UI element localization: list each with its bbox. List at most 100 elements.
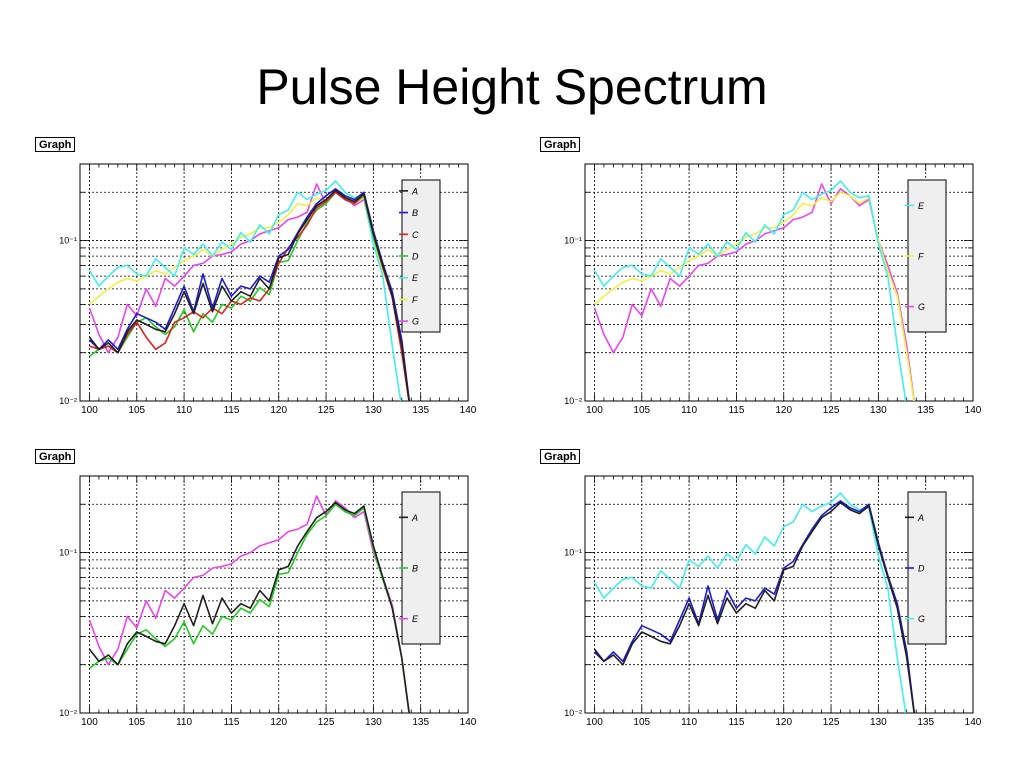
series-line-E: [593, 180, 907, 401]
x-tick-label: 125: [318, 717, 335, 728]
x-tick-label: 125: [823, 717, 840, 728]
legend-box: [907, 179, 947, 333]
y-tick-label: 10⁻²: [564, 396, 582, 406]
legend-label: G: [918, 302, 925, 312]
x-tick-label: 110: [681, 717, 697, 728]
legend-label: D: [918, 564, 925, 574]
x-tick-label: 125: [823, 405, 840, 416]
grid-lines: [585, 164, 974, 401]
x-tick-label: 100: [586, 405, 603, 416]
chart-panel-3: Graph 100 105 110 115 120 125 130 135 140 10⁻² 10⁻…: [35, 449, 485, 749]
legend-label: B: [412, 564, 418, 574]
series-group: [88, 495, 410, 713]
legend-label: E: [412, 614, 419, 624]
x-tick-label: 140: [965, 405, 982, 416]
plot-frame: [584, 163, 974, 402]
legend-box: [401, 179, 441, 333]
chart-svg-2: 100 105 110 115 120 125 130 135 140 10⁻² 10⁻¹ E F G: [564, 163, 982, 416]
chart-svg-4: 100 105 110 115 120 125 130 135 140 10⁻² 10⁻¹ A D G: [564, 475, 982, 728]
x-tick-label: 140: [965, 717, 982, 728]
graph-tag: Graph: [35, 137, 76, 152]
y-tick-label: 10⁻²: [59, 396, 77, 406]
series-line-C: [89, 191, 410, 401]
x-tick-label: 125: [318, 405, 335, 416]
legend-label: A: [411, 186, 418, 196]
x-tick-label: 115: [728, 405, 744, 416]
x-tick-label: 135: [412, 717, 429, 728]
series-line-A: [88, 501, 410, 713]
x-tick-label: 135: [917, 405, 934, 416]
series-line-B: [88, 188, 411, 401]
y-tick-label: 10⁻²: [59, 708, 77, 718]
x-tick-label: 100: [81, 405, 98, 416]
x-tick-label: 110: [681, 405, 697, 416]
x-tick-label: 135: [917, 717, 934, 728]
legend: A D G: [905, 491, 947, 645]
x-tick-label: 130: [365, 717, 382, 728]
series-line-B: [89, 503, 410, 713]
legend-label: E: [412, 273, 419, 283]
x-tick-label: 130: [870, 405, 887, 416]
x-tick-label: 140: [460, 405, 477, 416]
legend-label: C: [412, 230, 419, 240]
x-tick-label: 105: [633, 405, 650, 416]
legend-box: [401, 491, 441, 645]
chart-svg-3: 100 105 110 115 120 125 130 135 140 10⁻² 10⁻¹ A B E: [59, 475, 477, 728]
x-tick-label: 135: [412, 405, 429, 416]
x-tick-label: 100: [586, 717, 603, 728]
x-tick-label: 115: [223, 405, 239, 416]
page-title: Pulse Height Spectrum: [256, 59, 768, 115]
legend-label: B: [412, 208, 418, 218]
legend-label: G: [412, 317, 419, 327]
x-tick-label: 130: [870, 717, 887, 728]
legend-label: D: [412, 252, 419, 262]
series-group: [593, 492, 916, 713]
chart-panel-1: Graph 100 105 110 115 120 125 130 135 140 10⁻² 10⁻…: [35, 137, 485, 437]
legend-label: A: [917, 513, 924, 523]
series-line-A: [593, 501, 915, 713]
x-tick-label: 120: [270, 405, 287, 416]
plot-frame: [584, 475, 974, 714]
x-tick-label: 120: [775, 405, 792, 416]
y-tick-label: 10⁻¹: [59, 548, 77, 558]
graph-tag: Graph: [35, 449, 76, 464]
chart-svg-1: 100 105 110 115 120 125 130 135 140 10⁻² 10⁻¹ A B C D E…: [59, 163, 477, 416]
x-tick-label: 130: [365, 405, 382, 416]
x-tick-label: 115: [223, 717, 239, 728]
series-line-A: [88, 189, 410, 401]
plot-frame: [79, 475, 469, 714]
chart-panel-2: Graph 100 105 110 115 120 125 130 135 140 10⁻² 10⁻…: [540, 137, 990, 437]
y-tick-label: 10⁻¹: [564, 548, 582, 558]
plot-frame: [79, 163, 469, 402]
legend-box: [907, 491, 947, 645]
legend: E F G: [905, 179, 947, 333]
y-tick-label: 10⁻¹: [564, 236, 582, 246]
legend-label: G: [918, 614, 925, 624]
series-line-D: [593, 500, 916, 713]
legend: A B C D E F G: [399, 179, 441, 333]
x-tick-label: 110: [176, 717, 192, 728]
x-tick-label: 105: [633, 717, 650, 728]
series-group: [593, 180, 915, 401]
series-group: [88, 180, 411, 401]
x-tick-label: 110: [176, 405, 192, 416]
x-tick-label: 115: [728, 717, 744, 728]
x-tick-label: 120: [775, 717, 792, 728]
legend-label: A: [411, 513, 418, 523]
legend: A B E: [399, 491, 441, 645]
series-line-F: [593, 191, 915, 401]
chart-panel-4: Graph 100 105 110 115 120 125 130 135 140 10⁻² 10⁻…: [540, 449, 990, 749]
x-tick-label: 120: [270, 717, 287, 728]
x-tick-label: 105: [128, 717, 145, 728]
x-tick-label: 100: [81, 717, 98, 728]
x-tick-label: 105: [128, 405, 145, 416]
series-line-E: [88, 495, 410, 713]
legend-label: F: [412, 295, 418, 305]
graph-tag: Graph: [540, 449, 581, 464]
y-tick-label: 10⁻²: [564, 708, 582, 718]
y-tick-label: 10⁻¹: [59, 236, 77, 246]
legend-label: E: [918, 201, 925, 211]
graph-tag: Graph: [540, 137, 581, 152]
legend-label: F: [918, 252, 924, 262]
x-tick-label: 140: [460, 717, 477, 728]
